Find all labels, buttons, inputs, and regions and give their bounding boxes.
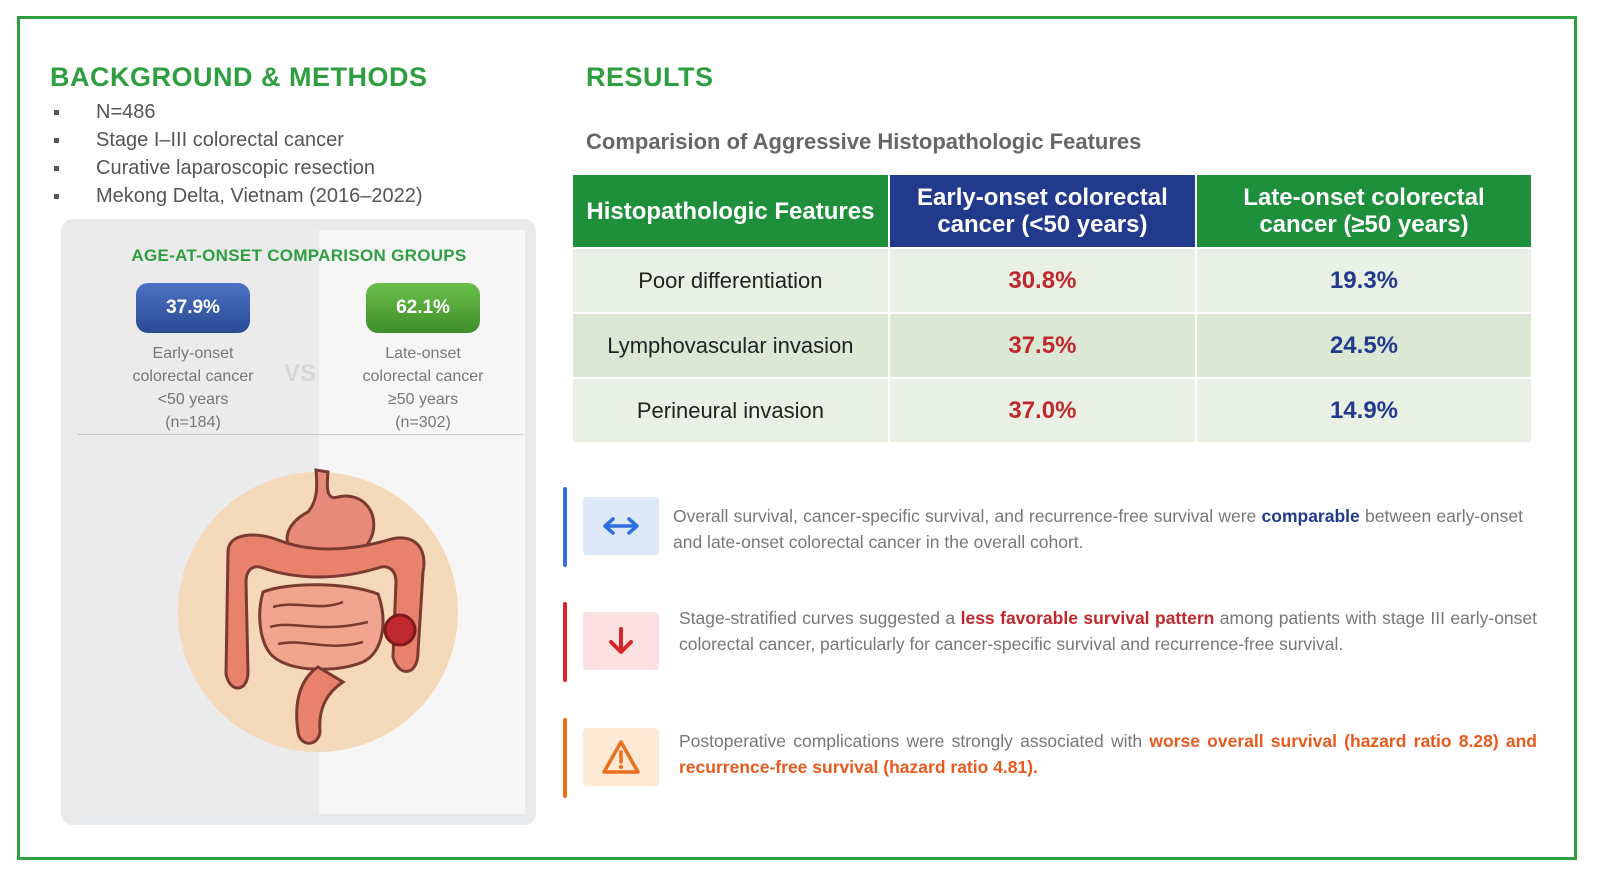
feature-cell: Lymphovascular invasion — [571, 312, 890, 379]
finding-note-complications: Postoperative complications were strongl… — [563, 718, 1538, 798]
vs-label: VS — [284, 360, 317, 387]
list-item: Curative laparoscopic resection — [48, 154, 423, 182]
late-onset-cell: 19.3% — [1194, 247, 1534, 314]
background-methods-heading: BACKGROUND & METHODS — [50, 62, 428, 92]
results-table: Histopathologic Features Early-onset col… — [571, 173, 1534, 444]
divider — [78, 434, 523, 435]
early-onset-percent-badge: 37.9% — [136, 283, 250, 333]
early-onset-cell: 37.5% — [887, 312, 1197, 379]
column-header: Histopathologic Features — [571, 173, 890, 249]
table-row: Perineural invasion 37.0% 14.9% — [571, 377, 1534, 444]
table-row: Poor differentiation 30.8% 19.3% — [571, 247, 1534, 314]
warning-icon — [583, 728, 659, 786]
accent-bar — [563, 718, 567, 798]
early-onset-cell: 30.8% — [887, 247, 1197, 314]
list-item: Mekong Delta, Vietnam (2016–2022) — [48, 182, 423, 210]
digestive-tract-icon — [178, 468, 458, 752]
column-header: Late-onset colorectal cancer (≥50 years) — [1194, 173, 1534, 249]
column-header: Early-onset colorectal cancer (<50 years… — [887, 173, 1197, 249]
poster-frame — [17, 16, 1577, 860]
finding-note-survival: Overall survival, cancer-specific surviv… — [563, 487, 1538, 567]
finding-note-stage-iii: Stage-stratified curves suggested a less… — [563, 602, 1538, 682]
late-onset-percent-badge: 62.1% — [366, 283, 480, 333]
list-item: Stage I–III colorectal cancer — [48, 126, 423, 154]
late-onset-cell: 24.5% — [1194, 312, 1534, 379]
late-onset-cell: 14.9% — [1194, 377, 1534, 444]
accent-bar — [563, 602, 567, 682]
table-header-row: Histopathologic Features Early-onset col… — [571, 173, 1534, 249]
accent-bar — [563, 487, 567, 567]
early-onset-group-label: Early-onset colorectal cancer <50 years … — [132, 345, 254, 431]
feature-cell: Perineural invasion — [571, 377, 890, 444]
note-text: Overall survival, cancer-specific surviv… — [673, 506, 1523, 552]
methods-list: N=486 Stage I–III colorectal cancer Cura… — [48, 98, 423, 210]
table-title: Comparision of Aggressive Histopathologi… — [586, 129, 1142, 154]
groups-title: AGE-AT-ONSET COMPARISON GROUPS — [131, 246, 467, 265]
early-onset-cell: 37.0% — [887, 377, 1197, 444]
bullet-icon — [54, 138, 59, 143]
down-arrow-icon — [583, 612, 659, 670]
bullet-icon — [54, 166, 59, 171]
feature-cell: Poor differentiation — [571, 247, 890, 314]
late-onset-group-label: Late-onset colorectal cancer ≥50 years (… — [362, 345, 484, 431]
note-text: Postoperative complications were strongl… — [679, 731, 1537, 777]
bullet-icon — [54, 194, 59, 199]
list-item: N=486 — [48, 98, 423, 126]
results-heading: RESULTS — [586, 62, 714, 92]
bullet-icon — [54, 110, 59, 115]
table-row: Lymphovascular invasion 37.5% 24.5% — [571, 312, 1534, 379]
double-arrow-icon — [583, 497, 659, 555]
note-text: Stage-stratified curves suggested a less… — [679, 608, 1537, 654]
